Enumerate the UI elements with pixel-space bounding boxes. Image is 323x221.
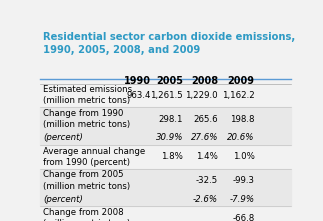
Text: Change from 2008
(million metric tons): Change from 2008 (million metric tons) (43, 208, 130, 221)
Text: 1.4%: 1.4% (196, 152, 218, 161)
Text: (percent): (percent) (43, 133, 83, 143)
Text: -99.3: -99.3 (233, 176, 255, 185)
Text: 20.6%: 20.6% (227, 133, 255, 143)
Text: Estimated emissions
(million metric tons): Estimated emissions (million metric tons… (43, 85, 132, 105)
Text: -32.5: -32.5 (196, 176, 218, 185)
Text: -66.8: -66.8 (232, 214, 255, 221)
Text: Change from 1990
(million metric tons): Change from 1990 (million metric tons) (43, 109, 130, 129)
Text: 198.8: 198.8 (230, 115, 255, 124)
Text: 30.9%: 30.9% (156, 133, 183, 143)
Text: Change from 2005
(million metric tons): Change from 2005 (million metric tons) (43, 170, 130, 191)
Bar (40, 107, 291, 145)
Text: 265.6: 265.6 (193, 115, 218, 124)
Text: 2009: 2009 (227, 76, 255, 86)
Text: 1,261.5: 1,261.5 (150, 91, 183, 100)
Text: Average annual change
from 1990 (percent): Average annual change from 1990 (percent… (43, 147, 145, 167)
Text: 1.0%: 1.0% (233, 152, 255, 161)
Text: 1,162.2: 1,162.2 (222, 91, 255, 100)
Text: 1.8%: 1.8% (161, 152, 183, 161)
Text: 1,229.0: 1,229.0 (185, 91, 218, 100)
Text: 298.1: 298.1 (159, 115, 183, 124)
Text: -7.9%: -7.9% (229, 195, 255, 204)
Text: Residential sector carbon dioxide emissions,
1990, 2005, 2008, and 2009: Residential sector carbon dioxide emissi… (43, 32, 295, 55)
Bar (40, 169, 291, 206)
Text: (percent): (percent) (43, 195, 83, 204)
Text: 2008: 2008 (191, 76, 218, 86)
Text: 2005: 2005 (156, 76, 183, 86)
Text: 27.6%: 27.6% (191, 133, 218, 143)
Text: 1990: 1990 (123, 76, 151, 86)
Text: -2.6%: -2.6% (193, 195, 218, 204)
Text: 963.4: 963.4 (126, 91, 151, 100)
